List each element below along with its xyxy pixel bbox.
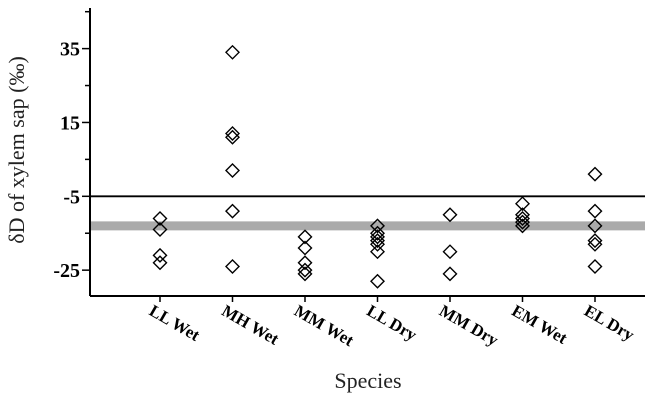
y-tick-label: -5 xyxy=(63,186,80,208)
data-points xyxy=(152,44,603,289)
data-point xyxy=(515,210,530,226)
data-point xyxy=(225,162,240,178)
x-tick-label: LL Dry xyxy=(364,301,421,345)
y-tick-label: 35 xyxy=(60,39,80,61)
data-point xyxy=(152,255,168,271)
data-point xyxy=(370,229,385,245)
x-tick-label: EM Wet xyxy=(509,301,571,348)
data-point xyxy=(587,203,603,219)
data-point xyxy=(152,210,168,226)
x-tick-label: LL Wet xyxy=(146,301,203,345)
x-axis-ticks: LL Wet MH Wet MM Wet LL Dry MM Dry EM Wet EL D… xyxy=(146,296,638,350)
data-point xyxy=(442,207,458,223)
data-point xyxy=(587,258,603,274)
data-point xyxy=(225,126,240,142)
x-tick-label: MH Wet xyxy=(219,301,283,349)
data-point xyxy=(370,233,385,249)
data-point xyxy=(152,222,168,238)
reference-lines xyxy=(90,195,645,231)
data-point xyxy=(297,262,313,278)
data-point xyxy=(515,218,530,234)
y-axis-title: δD of xylem sap (‰) xyxy=(4,56,29,244)
y-axis-ticks: 35 15 -5 -25 xyxy=(53,10,90,282)
y-tick-label: -25 xyxy=(53,260,80,282)
data-point xyxy=(225,44,240,60)
data-point xyxy=(297,240,313,256)
data-point xyxy=(442,266,458,282)
data-point xyxy=(370,236,385,252)
data-point xyxy=(370,218,385,234)
data-point xyxy=(225,203,240,219)
data-point xyxy=(370,244,385,260)
x-tick-label: MM Dry xyxy=(436,301,502,350)
data-point xyxy=(297,266,313,282)
data-point xyxy=(442,244,458,260)
data-point xyxy=(225,129,240,145)
data-point xyxy=(515,196,530,212)
data-point xyxy=(370,225,385,241)
x-axis-title: Species xyxy=(334,368,401,393)
data-point xyxy=(515,214,530,230)
x-tick-label: MM Wet xyxy=(291,301,357,350)
y-tick-label: 15 xyxy=(60,112,80,134)
data-point xyxy=(515,207,530,223)
data-point xyxy=(152,247,168,263)
data-point xyxy=(587,236,603,252)
data-point xyxy=(297,255,313,271)
data-point xyxy=(297,229,313,245)
data-point xyxy=(587,233,603,249)
data-point xyxy=(370,273,385,289)
data-point xyxy=(587,218,603,234)
data-point xyxy=(587,166,603,182)
data-point xyxy=(225,258,240,274)
x-tick-label: EL Dry xyxy=(581,301,638,345)
